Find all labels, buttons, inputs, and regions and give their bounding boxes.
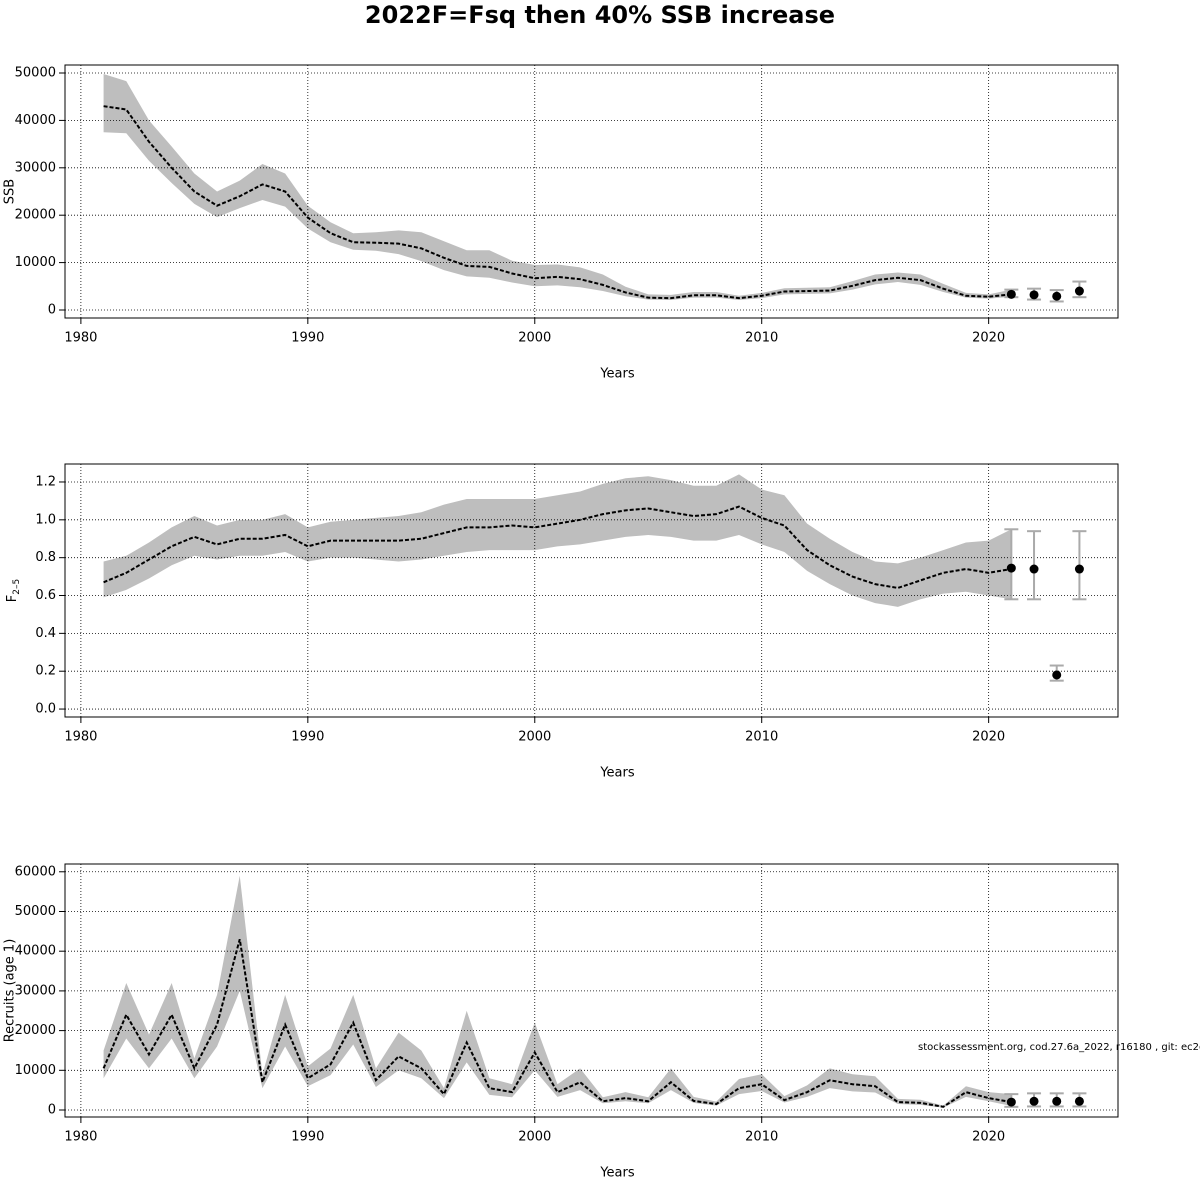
estimate-line [103,105,1012,300]
x-tick-label: 1980 [64,331,97,346]
forecast-point [1006,563,1016,573]
y-tick-label: 50000 [15,904,56,919]
forecast-point [1029,1096,1039,1106]
x-tick-label: 2000 [518,1130,551,1145]
footnote: stockassessment.org, cod.27.6a_2022, r16… [918,1042,1200,1053]
forecast-point [1052,670,1062,680]
y-tick-label: 30000 [15,983,56,998]
y-label-subscript: 2–5 [12,579,22,595]
x-tick-label: 2020 [972,331,1005,346]
y-tick-label: 40000 [15,944,56,959]
x-tick-label: 1980 [64,1130,97,1145]
x-tick-label: 2020 [972,1130,1005,1145]
y-tick-label: 0 [48,1103,56,1118]
forecast-point [1029,564,1039,574]
y-tick-label: 60000 [15,864,56,879]
x-axis-label: Years [599,766,635,781]
forecast-point [1074,286,1084,296]
figure-title: 2022F=Fsq then 40% SSB increase [365,1,835,29]
y-tick-label: 10000 [15,255,56,270]
x-tick-label: 1990 [291,331,324,346]
y-axis-label: SSB [3,179,18,204]
x-tick-label: 1980 [64,730,97,745]
confidence-band [103,474,1012,607]
plot-frame [64,863,1119,1118]
y-tick-label: 50000 [15,66,56,81]
forecast-point [1074,564,1084,574]
x-tick-label: 2010 [745,730,778,745]
y-tick-label: 10000 [15,1063,56,1078]
forecast-point [1052,1096,1062,1106]
x-tick-label: 2010 [745,1130,778,1145]
x-tick-label: 2020 [972,730,1005,745]
x-tick-label: 2010 [745,331,778,346]
y-tick-label: 1.0 [35,512,56,527]
y-tick-label: 0.6 [35,588,56,603]
forecast-point [1052,291,1062,301]
x-tick-label: 2000 [518,331,551,346]
y-tick-label: 0 [48,302,56,317]
y-tick-label: 30000 [15,160,56,175]
forecast-point [1006,1097,1016,1107]
y-label-main: F [5,595,20,602]
x-tick-label: 1990 [291,1130,324,1145]
y-tick-label: 0.4 [35,626,56,641]
confidence-band [103,875,1012,1108]
estimate-line [103,505,1012,589]
plot-frame [64,64,1119,319]
confidence-band [103,73,1012,301]
y-tick-label: 40000 [15,113,56,128]
y-tick-label: 1.2 [35,474,56,489]
x-axis-label: Years [599,1166,635,1181]
y-axis-label: F2–5 [5,579,22,602]
forecast-point [1029,290,1039,300]
y-tick-label: 0.2 [35,664,56,679]
y-tick-label: 0.0 [35,702,56,717]
forecast-point [1006,289,1016,299]
forecast-point [1074,1096,1084,1106]
x-tick-label: 1990 [291,730,324,745]
y-tick-label: 20000 [15,208,56,223]
y-tick-label: 20000 [15,1023,56,1038]
x-tick-label: 2000 [518,730,551,745]
y-axis-label: Recruits (age 1) [3,939,18,1043]
x-axis-label: Years [599,367,635,382]
plot-frame [64,463,1119,718]
y-tick-label: 0.8 [35,550,56,565]
estimate-line [102,939,1012,1108]
